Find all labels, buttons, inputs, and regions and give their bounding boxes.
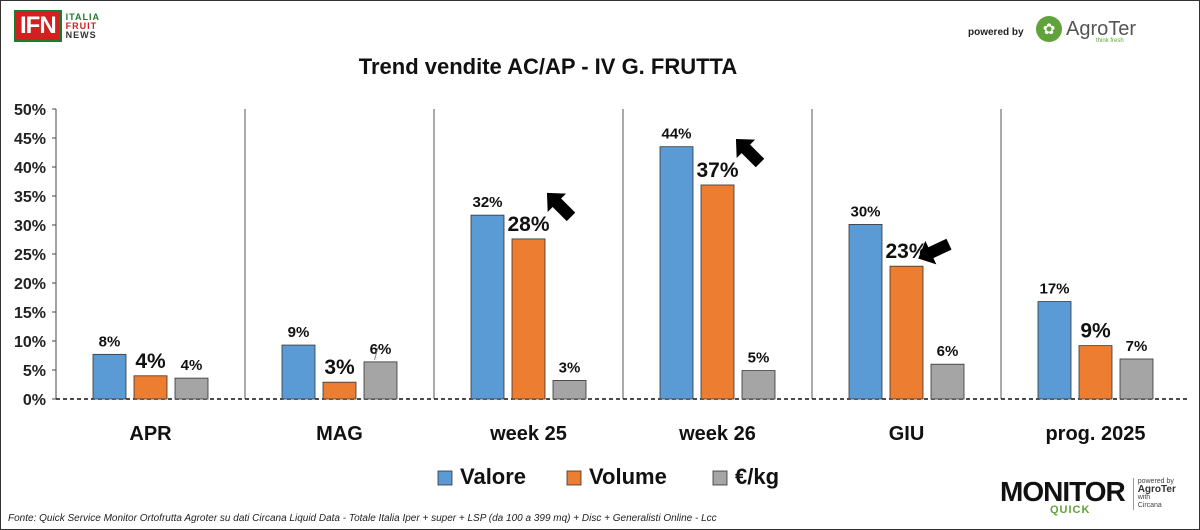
leaf-icon: ✿ — [1036, 16, 1062, 42]
y-tick-label: 20% — [14, 276, 46, 293]
monitor-word: MONITOR — [1000, 476, 1126, 507]
bar-valore — [848, 224, 883, 400]
category-label: week 26 — [678, 423, 756, 445]
data-label: 4% — [181, 357, 203, 374]
data-label: 5% — [748, 350, 770, 367]
bar-valore — [281, 344, 316, 400]
category-label: prog. 2025 — [1045, 423, 1145, 445]
bar-valore — [92, 353, 127, 400]
data-label: 9% — [288, 324, 310, 341]
ifn-logo-words: ITALIA FRUIT NEWS — [65, 11, 100, 40]
arrow-icon — [546, 192, 576, 222]
data-label: 23% — [885, 240, 927, 263]
source-note: Fonte: Quick Service Monitor Ortofrutta … — [8, 513, 717, 524]
bar-valore — [1037, 301, 1072, 400]
arrow-icon — [735, 138, 765, 168]
arrow-shape — [735, 138, 765, 168]
y-tick-label: 10% — [14, 334, 46, 351]
agroter-name: AgroTer — [1066, 17, 1137, 40]
category-label: APR — [129, 423, 172, 445]
data-label: 44% — [661, 126, 691, 143]
ifn-word-news: NEWS — [65, 29, 97, 40]
legend-swatch — [437, 470, 453, 486]
bar-volume — [1078, 345, 1113, 400]
category-label: MAG — [316, 423, 363, 445]
y-tick-label: 45% — [14, 131, 46, 148]
y-tick-label: 30% — [14, 218, 46, 235]
ifn-word-italia: ITALIA — [65, 11, 100, 22]
y-tick-label: 35% — [14, 189, 46, 206]
ifn-logo: IFN ITALIA FRUIT NEWS — [14, 10, 100, 42]
data-label: 17% — [1039, 281, 1069, 298]
quick-word: QUICK — [1050, 504, 1091, 516]
bar-kg — [741, 370, 776, 400]
agroter-tagline: think fresh — [1096, 38, 1124, 44]
bar-kg — [1119, 358, 1154, 400]
legend-swatch — [712, 470, 728, 486]
side-circana: Circana — [1137, 502, 1162, 509]
y-tick-label: 15% — [14, 305, 46, 322]
bar-kg — [552, 380, 587, 400]
category-label: GIU — [889, 423, 925, 445]
data-label: 30% — [850, 203, 880, 220]
bar-volume — [511, 238, 546, 400]
data-label: 9% — [1080, 320, 1111, 343]
data-label: 7% — [1126, 338, 1148, 355]
bar-valore — [659, 146, 694, 400]
y-tick-label: 5% — [23, 363, 46, 380]
legend-label: €/kg — [735, 464, 779, 489]
arrow-shape — [546, 192, 576, 222]
bar-kg — [363, 361, 398, 400]
arrow-icon — [918, 238, 952, 265]
legend-label: Valore — [460, 464, 526, 489]
y-tick-label: 40% — [14, 160, 46, 177]
chart-title: Trend vendite AC/AP - IV G. FRUTTA — [359, 54, 738, 79]
legend-label: Volume — [589, 464, 667, 489]
side-powered: powered by — [1137, 478, 1174, 485]
monitor-side-credits: powered by AgroTer with Circana — [1132, 478, 1176, 510]
monitor-quick-logo: MONITOR QUICK powered by AgroTer with Ci… — [1000, 476, 1176, 517]
data-label: 6% — [937, 343, 959, 360]
category-label: week 25 — [489, 423, 567, 445]
data-label: 32% — [472, 194, 502, 211]
agroter-logo: ✿ AgroTer think fresh — [1036, 16, 1137, 44]
data-label: 3% — [559, 359, 581, 376]
powered-by-label: powered by — [968, 27, 1024, 38]
data-label: 37% — [696, 159, 738, 182]
data-label: 28% — [507, 213, 549, 236]
bar-volume — [133, 375, 168, 400]
data-label: 6% — [370, 341, 392, 358]
label-leader — [374, 345, 379, 361]
bar-kg — [930, 363, 965, 400]
data-label: 8% — [99, 333, 121, 350]
arrow-shape — [918, 238, 952, 265]
ifn-word-fruit: FRUIT — [65, 20, 98, 31]
legend-swatch — [566, 470, 582, 486]
bar-kg — [174, 377, 209, 400]
y-tick-label: 50% — [14, 102, 46, 119]
y-tick-label: 0% — [23, 392, 46, 409]
bar-valore — [470, 214, 505, 400]
side-agroter: AgroTer — [1137, 484, 1176, 495]
bar-volume — [700, 184, 735, 400]
side-with: with — [1137, 494, 1151, 501]
bar-volume — [322, 381, 357, 400]
y-tick-label: 25% — [14, 247, 46, 264]
ifn-logo-letters: IFN — [14, 10, 62, 42]
data-label: 4% — [135, 350, 166, 373]
data-label: 3% — [324, 356, 355, 379]
bar-volume — [889, 265, 924, 400]
